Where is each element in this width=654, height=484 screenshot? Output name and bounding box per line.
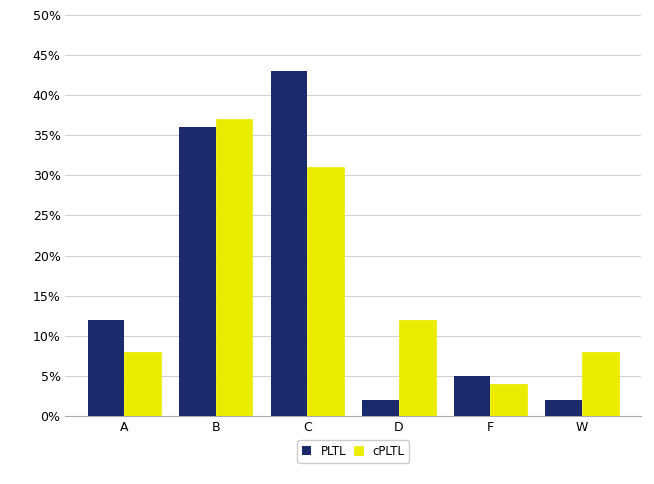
Bar — [271, 71, 307, 416]
Bar — [545, 400, 582, 416]
Bar — [179, 127, 216, 416]
Bar — [362, 400, 399, 416]
Bar — [216, 119, 252, 416]
Bar — [88, 320, 124, 416]
Bar — [454, 376, 490, 416]
Bar — [307, 167, 344, 416]
Bar — [582, 352, 619, 416]
Bar — [490, 384, 527, 416]
Bar — [124, 352, 161, 416]
Legend: PLTL, cPLTL: PLTL, cPLTL — [297, 440, 409, 463]
Bar — [399, 320, 436, 416]
